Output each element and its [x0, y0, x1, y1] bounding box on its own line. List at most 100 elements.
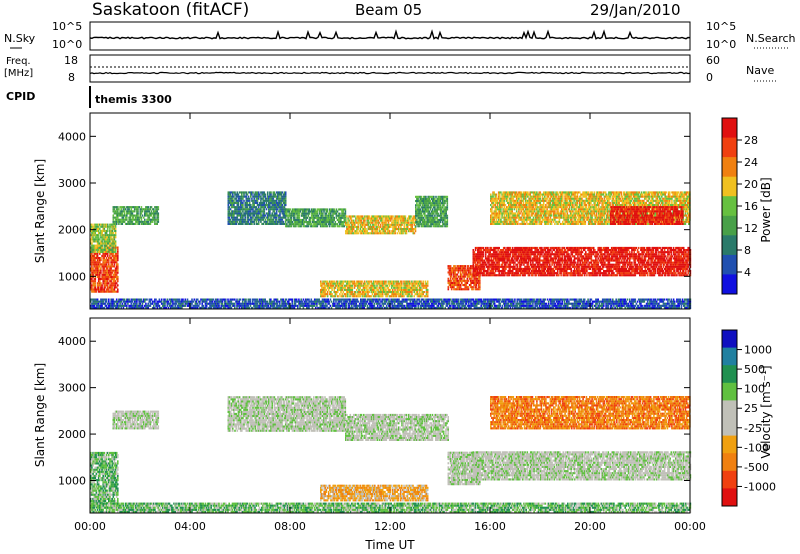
range-gate-cell — [274, 210, 276, 212]
range-gate-cell — [252, 191, 254, 193]
range-gate-cell — [114, 247, 116, 249]
range-gate-cell — [250, 215, 252, 217]
date-title: 29/Jan/2010 — [590, 1, 681, 19]
range-gate-cell — [299, 215, 301, 217]
range-gate-cell — [108, 261, 110, 263]
range-gate-cell — [153, 208, 155, 210]
range-gate-cell — [232, 198, 234, 200]
range-gate-cell — [109, 247, 111, 249]
range-gate-cell — [111, 286, 113, 288]
range-gate-cell — [278, 196, 280, 198]
range-gate-cell — [115, 228, 117, 230]
freq-unit-label: [MHz] — [4, 68, 33, 79]
range-gate-cell — [96, 291, 98, 293]
range-gate-cell — [115, 249, 117, 251]
range-gate-cell — [104, 251, 106, 253]
range-gate-cell — [135, 223, 137, 225]
range-gate-cell — [265, 215, 267, 217]
range-gate-cell — [111, 230, 113, 232]
range-gate-cell — [124, 212, 126, 214]
range-gate-cell — [285, 198, 287, 200]
range-gate-cell — [114, 278, 116, 280]
range-gate-cell — [264, 208, 266, 210]
range-gate-cell — [248, 217, 250, 219]
range-gate-cell — [279, 212, 281, 214]
range-gate-cell — [141, 206, 143, 208]
range-gate-cell — [269, 210, 271, 212]
range-gate-cell — [299, 213, 301, 215]
range-gate-cell — [285, 202, 287, 204]
range-gate-cell — [280, 194, 282, 196]
range-gate-cell — [115, 226, 117, 228]
range-gate-cell — [258, 223, 260, 225]
range-gate-cell — [251, 223, 253, 225]
range-gate-cell — [115, 240, 117, 242]
range-gate-cell — [258, 198, 260, 200]
range-gate-cell — [110, 274, 112, 276]
range-gate-cell — [132, 221, 134, 223]
range-gate-cell — [287, 217, 289, 219]
range-gate-cell — [141, 217, 143, 219]
range-gate-cell — [277, 208, 279, 210]
range-gate-cell — [141, 219, 143, 221]
range-gate-cell — [291, 217, 293, 219]
range-gate-cell — [117, 210, 119, 212]
range-gate-cell — [285, 217, 287, 219]
range-gate-cell — [154, 221, 156, 223]
range-gate-cell — [270, 194, 272, 196]
range-gate-cell — [107, 255, 109, 257]
range-gate-cell — [113, 253, 115, 255]
range-gate-cell — [117, 276, 119, 278]
range-gate-cell — [115, 280, 117, 282]
freq-trace — [90, 72, 690, 73]
range-gate-cell — [248, 221, 250, 223]
range-gate-cell — [95, 282, 97, 284]
range-gate-cell — [232, 194, 234, 196]
range-gate-cell — [108, 278, 110, 280]
range-gate-cell — [137, 210, 139, 212]
range-gate-cell — [150, 208, 152, 210]
range-gate-cell — [99, 265, 101, 267]
range-gate-cell — [138, 219, 140, 221]
range-gate-cell — [113, 215, 115, 217]
range-gate-cell — [291, 225, 293, 227]
range-gate-cell — [133, 217, 135, 219]
range-gate-cell — [253, 204, 255, 206]
range-gate-cell — [251, 194, 253, 196]
range-gate-cell — [117, 253, 119, 255]
range-gate-cell — [276, 212, 278, 214]
range-gate-cell — [117, 255, 119, 257]
range-gate-cell — [247, 206, 249, 208]
range-gate-cell — [256, 221, 258, 223]
range-gate-cell — [99, 228, 101, 230]
range-gate-cell — [276, 200, 278, 202]
range-gate-cell — [149, 217, 151, 219]
range-gate-cell — [152, 221, 154, 223]
range-gate-cell — [158, 212, 160, 214]
cpid-program: themis 3300 — [95, 93, 172, 106]
range-gate-cell — [250, 210, 252, 212]
range-gate-cell — [260, 200, 262, 202]
freq-tick-bottom: 8 — [68, 71, 75, 84]
range-gate-cell — [108, 282, 110, 284]
range-gate-cell — [124, 221, 126, 223]
range-gate-cell — [117, 284, 119, 286]
range-gate-cell — [91, 251, 93, 253]
range-gate-cell — [115, 230, 117, 232]
range-gate-cell — [241, 194, 243, 196]
range-gate-cell — [258, 215, 260, 217]
range-gate-cell — [267, 194, 269, 196]
freq-tick-top: 18 — [64, 54, 78, 67]
range-gate-cell — [117, 268, 119, 270]
range-gate-cell — [106, 257, 108, 259]
range-gate-cell — [253, 215, 255, 217]
range-gate-cell — [249, 202, 251, 204]
range-gate-cell — [250, 196, 252, 198]
range-gate-cell — [97, 255, 99, 257]
range-gate-cell — [271, 212, 273, 214]
range-gate-cell — [115, 284, 117, 286]
range-gate-cell — [117, 206, 119, 208]
range-gate-cell — [282, 204, 284, 206]
range-gate-cell — [91, 224, 93, 226]
range-gate-cell — [265, 206, 267, 208]
